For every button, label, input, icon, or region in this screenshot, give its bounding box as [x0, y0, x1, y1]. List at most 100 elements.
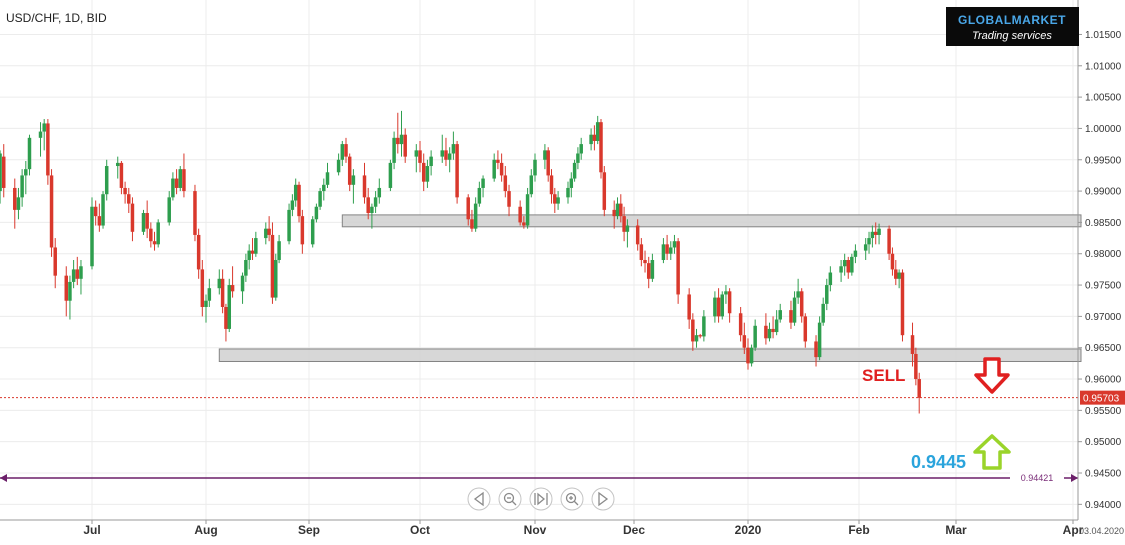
candle-body	[75, 269, 80, 279]
candle	[38, 122, 43, 157]
candle	[529, 169, 534, 198]
candle	[322, 178, 326, 201]
candle-body	[418, 150, 422, 163]
candle-body	[152, 241, 157, 245]
candle-body	[392, 137, 396, 163]
candle	[910, 322, 915, 367]
candle-body	[814, 341, 818, 358]
candle	[546, 147, 550, 182]
y-tick-label: 0.96500	[1085, 343, 1122, 354]
candle	[247, 244, 251, 270]
candle-body	[264, 228, 268, 239]
candle	[274, 253, 278, 301]
candle-body	[839, 266, 843, 273]
candle	[123, 181, 127, 204]
candle-body	[853, 250, 858, 257]
candle-body	[698, 335, 702, 337]
candle	[267, 216, 271, 242]
candle	[336, 153, 341, 176]
candle-body	[270, 234, 275, 298]
candle-body	[595, 122, 600, 141]
candle	[579, 137, 583, 160]
candle-body	[466, 197, 470, 220]
y-tick-label: 0.96000	[1085, 375, 1122, 386]
candle-body	[325, 172, 330, 185]
candle-body	[549, 175, 554, 195]
candle	[814, 335, 818, 367]
x-tick-label: Dec	[623, 523, 645, 537]
candle	[792, 291, 797, 326]
candle	[207, 278, 212, 307]
candle	[665, 234, 669, 260]
candle	[447, 147, 452, 173]
candle	[771, 316, 775, 339]
candle	[713, 291, 717, 323]
candle-body	[182, 169, 186, 192]
horizontal-line-tag-bg	[1010, 471, 1064, 484]
candle	[873, 222, 878, 245]
candle-body	[778, 310, 782, 320]
candle-body	[887, 228, 891, 254]
candle	[182, 153, 186, 198]
horizontal-line-left-arrow	[0, 473, 7, 482]
scroll-left-button[interactable]	[467, 487, 491, 511]
candle	[287, 203, 291, 245]
candle	[156, 219, 160, 248]
candle-body	[625, 225, 630, 232]
candle	[71, 260, 76, 289]
y-tick-label: 0.94500	[1085, 469, 1122, 480]
candle	[778, 303, 782, 323]
candle-body	[156, 222, 160, 245]
candle	[141, 209, 146, 235]
candle	[900, 269, 905, 342]
y-tick-label: 0.98000	[1085, 249, 1122, 260]
y-tick-label: 0.94000	[1085, 500, 1122, 511]
reset-zoom-button[interactable]	[529, 487, 553, 511]
candle	[503, 166, 508, 198]
candle	[444, 137, 448, 167]
candle-body	[310, 219, 315, 245]
triangle-left-icon	[473, 491, 484, 507]
candle	[470, 209, 474, 232]
scroll-right-button[interactable]	[591, 487, 615, 511]
candle	[244, 253, 248, 282]
candle	[477, 181, 482, 207]
candle	[290, 194, 295, 217]
candle-body	[93, 206, 98, 217]
candle-body	[533, 159, 537, 176]
candle-body	[297, 184, 301, 217]
candle	[196, 228, 201, 279]
candle	[130, 197, 135, 242]
candle-body	[724, 291, 728, 295]
candle-body	[167, 197, 171, 223]
candle	[764, 313, 768, 345]
y-tick-label: 0.97500	[1085, 281, 1122, 292]
chart-navigation	[467, 487, 615, 511]
candle-body	[351, 175, 356, 185]
candle	[720, 291, 725, 320]
y-tick-label: 0.99000	[1085, 187, 1122, 198]
candle	[742, 322, 747, 354]
candle	[254, 231, 258, 257]
candle	[46, 119, 50, 185]
candle-body	[863, 244, 868, 251]
zoom-in-button[interactable]	[560, 487, 584, 511]
candle	[749, 344, 754, 367]
y-tick-label: 0.97000	[1085, 312, 1122, 323]
candle-body	[290, 200, 295, 210]
candle-body	[503, 175, 508, 192]
candle-body	[661, 244, 666, 260]
candle-body	[738, 313, 743, 336]
zoom-out-button[interactable]	[498, 487, 522, 511]
candle-body	[481, 178, 485, 188]
candle-body	[451, 144, 456, 154]
candle-body	[897, 272, 901, 279]
candle-body	[821, 303, 825, 323]
horizontal-line-right-arrow	[1071, 473, 1078, 482]
candle-body	[71, 269, 76, 282]
candle-body	[440, 150, 445, 157]
candle-body	[119, 162, 124, 188]
candle	[481, 175, 485, 198]
candle	[388, 159, 393, 192]
